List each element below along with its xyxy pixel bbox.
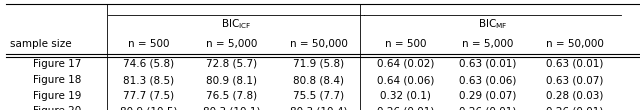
Text: 0.29 (0.07): 0.29 (0.07): [460, 91, 516, 101]
Text: 80.3 (10.4): 80.3 (10.4): [290, 106, 347, 110]
Text: 75.5 (7.7): 75.5 (7.7): [293, 91, 344, 101]
Text: n = 5,000: n = 5,000: [462, 39, 514, 49]
Text: 80.9 (10.5): 80.9 (10.5): [120, 106, 178, 110]
Text: 0.63 (0.07): 0.63 (0.07): [547, 75, 604, 85]
Text: n = 50,000: n = 50,000: [289, 39, 348, 49]
Text: 0.28 (0.03): 0.28 (0.03): [547, 91, 604, 101]
Text: 0.26 (0.01): 0.26 (0.01): [377, 106, 435, 110]
Text: n = 500: n = 500: [128, 39, 170, 49]
Text: n = 500: n = 500: [385, 39, 426, 49]
Text: 77.7 (7.5): 77.7 (7.5): [124, 91, 175, 101]
Text: 81.3 (8.5): 81.3 (8.5): [124, 75, 175, 85]
Text: 80.3 (10.1): 80.3 (10.1): [203, 106, 260, 110]
Text: BIC$_{\rm ICF}$: BIC$_{\rm ICF}$: [221, 17, 252, 31]
Text: 80.9 (8.1): 80.9 (8.1): [206, 75, 257, 85]
Text: BIC$_{\rm MF}$: BIC$_{\rm MF}$: [478, 17, 508, 31]
Text: 0.32 (0.1): 0.32 (0.1): [380, 91, 431, 101]
Text: sample size: sample size: [10, 39, 71, 49]
Text: 0.64 (0.02): 0.64 (0.02): [377, 59, 435, 69]
Text: Figure 18: Figure 18: [33, 75, 81, 85]
Text: 0.63 (0.06): 0.63 (0.06): [460, 75, 516, 85]
Text: 76.5 (7.8): 76.5 (7.8): [206, 91, 257, 101]
Text: 0.63 (0.01): 0.63 (0.01): [547, 59, 604, 69]
Text: n = 5,000: n = 5,000: [205, 39, 257, 49]
Text: 80.8 (8.4): 80.8 (8.4): [293, 75, 344, 85]
Text: 0.26 (0.01): 0.26 (0.01): [460, 106, 516, 110]
Text: Figure 19: Figure 19: [33, 91, 81, 101]
Text: n = 50,000: n = 50,000: [546, 39, 604, 49]
Text: 0.63 (0.01): 0.63 (0.01): [460, 59, 516, 69]
Text: Figure 20: Figure 20: [33, 106, 81, 110]
Text: Figure 17: Figure 17: [33, 59, 81, 69]
Text: 0.26 (0.01): 0.26 (0.01): [547, 106, 604, 110]
Text: 71.9 (5.8): 71.9 (5.8): [293, 59, 344, 69]
Text: 74.6 (5.8): 74.6 (5.8): [124, 59, 175, 69]
Text: 0.64 (0.06): 0.64 (0.06): [377, 75, 435, 85]
Text: 72.8 (5.7): 72.8 (5.7): [206, 59, 257, 69]
